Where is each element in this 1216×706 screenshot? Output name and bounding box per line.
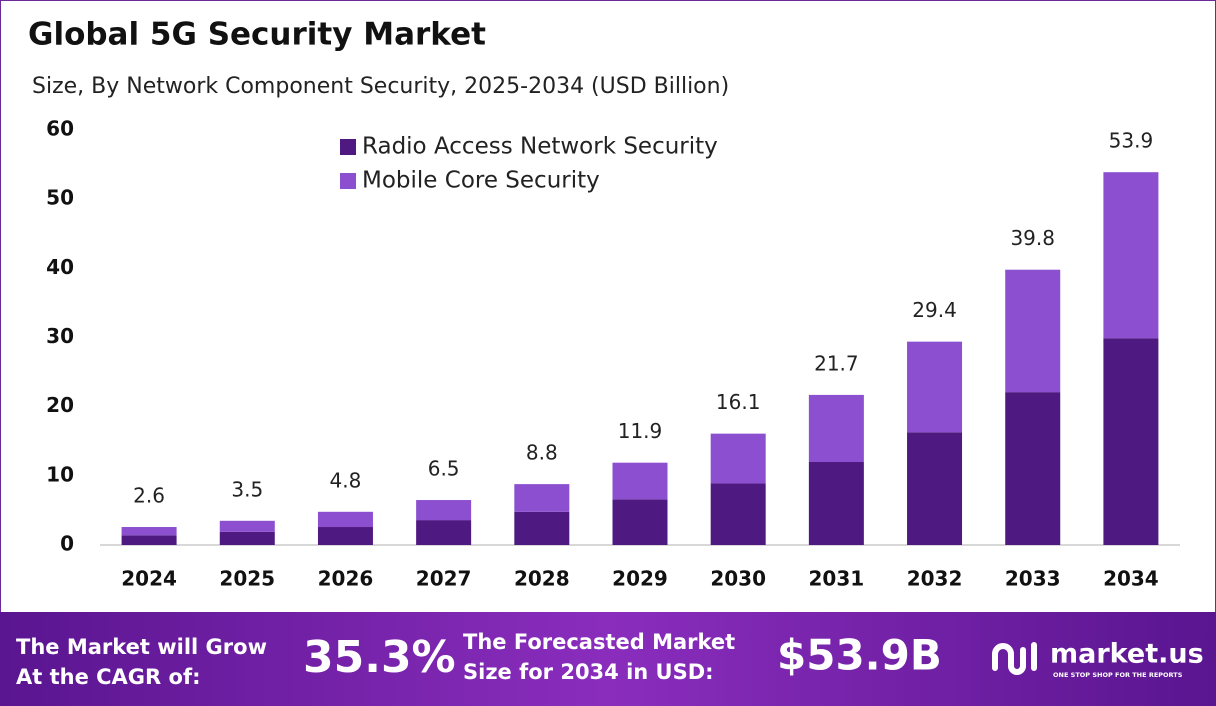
x-tick-label: 2033	[1005, 567, 1061, 591]
bar-segment	[710, 433, 766, 484]
forecast-text: The Forecasted Market	[463, 630, 735, 654]
bar-segment	[219, 531, 275, 545]
bar-segment	[907, 341, 963, 433]
y-tick-label: 60	[46, 117, 74, 141]
total-label: 21.7	[814, 351, 859, 375]
cagr-text: The Market will Grow	[16, 635, 267, 659]
y-tick-label: 0	[60, 532, 74, 556]
x-tick-label: 2030	[710, 567, 766, 591]
bar-segment	[808, 462, 864, 545]
total-label: 11.9	[618, 419, 663, 443]
x-tick-label: 2027	[416, 567, 472, 591]
y-tick-label: 20	[46, 393, 74, 417]
y-tick-label: 50	[46, 186, 74, 210]
bar-segment	[514, 484, 570, 512]
bar-segment	[121, 535, 177, 545]
x-tick-label: 2024	[121, 567, 177, 591]
bar-segment	[317, 527, 373, 545]
total-label: 16.1	[716, 390, 761, 414]
bar-segment	[907, 432, 963, 545]
total-label: 39.8	[1010, 226, 1055, 250]
logo-icon	[992, 642, 1037, 675]
y-tick-label: 30	[46, 324, 74, 348]
cagr-text: At the CAGR of:	[16, 665, 201, 689]
legend-swatch	[340, 139, 356, 155]
y-tick-label: 40	[46, 255, 74, 279]
bar-segment	[1005, 269, 1061, 393]
x-tick-label: 2026	[318, 567, 374, 591]
bar-segment	[612, 462, 668, 500]
bar-segment	[416, 520, 472, 545]
forecast-value: $53.9B	[777, 631, 942, 680]
total-label: 8.8	[526, 441, 558, 465]
total-label: 29.4	[912, 298, 957, 322]
bar-segment	[317, 511, 373, 528]
x-tick-label: 2032	[907, 567, 963, 591]
bar-segment	[219, 520, 275, 532]
bar-segment	[612, 499, 668, 545]
legend-label: Radio Access Network Security	[362, 134, 718, 160]
bar-segment	[1103, 338, 1159, 545]
legend-label: Mobile Core Security	[362, 168, 600, 194]
brand: market.us	[1050, 639, 1204, 670]
chart-subtitle: Size, By Network Component Security, 202…	[32, 74, 729, 99]
tagline: ONE STOP SHOP FOR THE REPORTS	[1053, 671, 1183, 679]
legend-swatch	[340, 173, 356, 189]
bar-segment	[121, 527, 177, 536]
total-label: 3.5	[231, 477, 263, 501]
total-label: 2.6	[133, 484, 165, 508]
bar-segment	[710, 483, 766, 545]
chart-title: Global 5G Security Market	[28, 17, 486, 53]
bar-segment	[1005, 392, 1061, 545]
y-tick-label: 10	[46, 462, 74, 486]
x-tick-label: 2031	[809, 567, 865, 591]
total-label: 53.9	[1109, 129, 1154, 153]
forecast-text: Size for 2034 in USD:	[463, 660, 714, 684]
bar-segment	[808, 394, 864, 462]
x-tick-label: 2034	[1103, 567, 1159, 591]
total-label: 4.8	[330, 468, 362, 492]
bar-segment	[1103, 172, 1159, 339]
x-tick-label: 2029	[612, 567, 668, 591]
x-tick-label: 2028	[514, 567, 570, 591]
total-label: 6.5	[428, 457, 460, 481]
bar-segment	[514, 511, 570, 545]
footer: The Market will Grow At the CAGR of: 35.…	[16, 630, 1204, 689]
bar-segment	[416, 500, 472, 521]
cagr-value: 35.3%	[303, 632, 456, 683]
x-tick-label: 2025	[219, 567, 275, 591]
